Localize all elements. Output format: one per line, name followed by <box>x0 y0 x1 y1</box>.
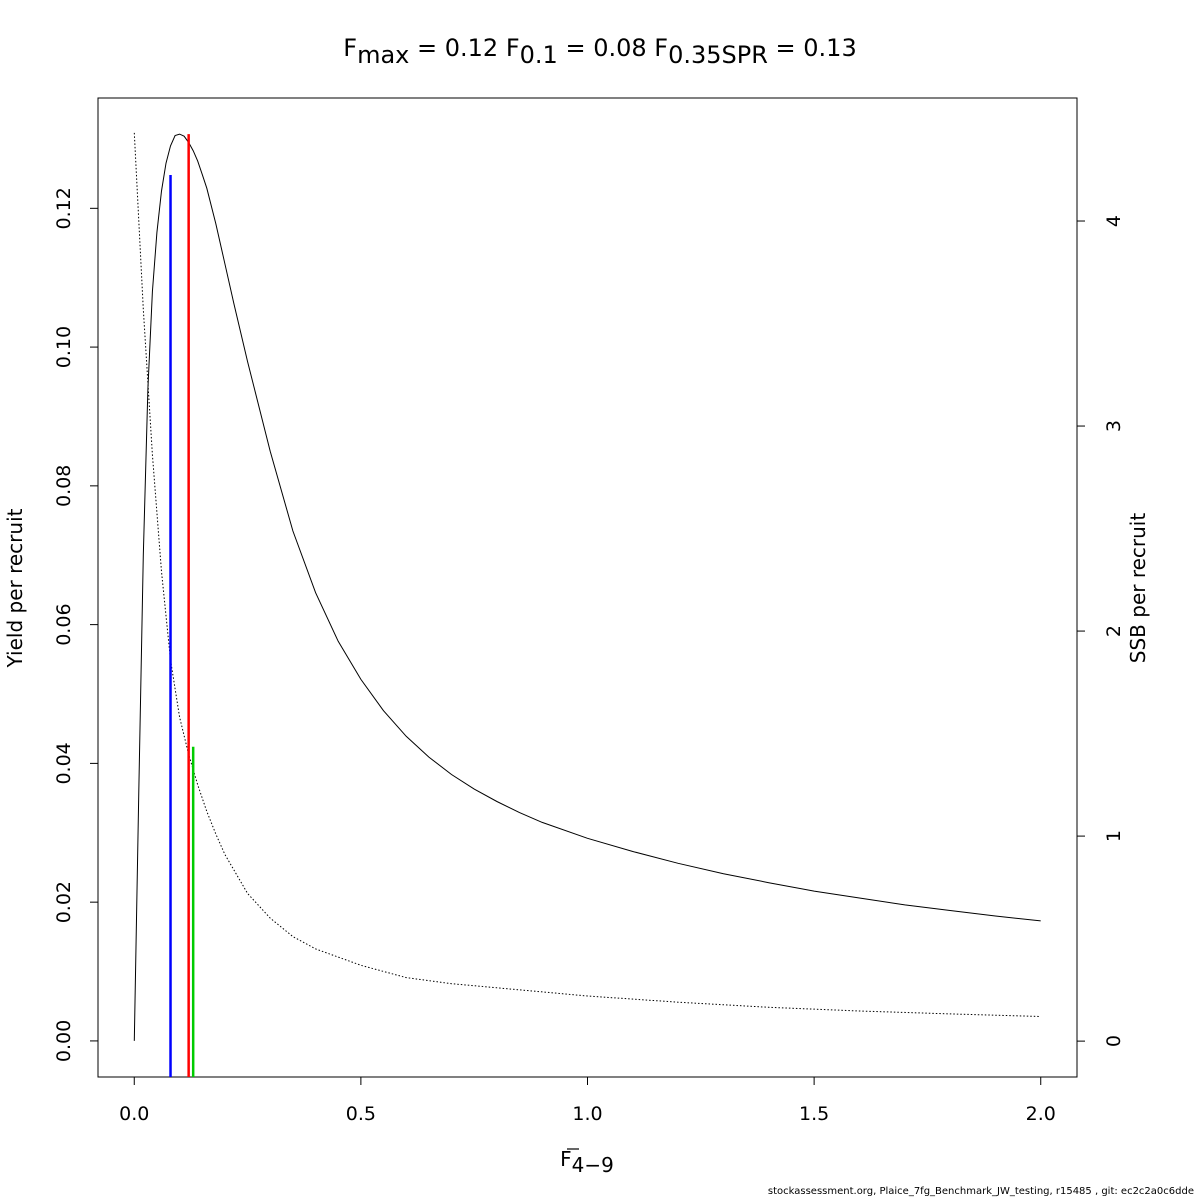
title-f01-value: 0.08 <box>593 34 646 62</box>
y-left-tick-label: 0.08 <box>53 465 75 507</box>
plot-frame <box>97 97 1078 1078</box>
title-fmax-symbol: F <box>343 34 357 62</box>
footer-note: stockassessment.org, Plaice_7fg_Benchmar… <box>767 1186 1194 1197</box>
y-left-axis: 0.00 0.02 0.04 0.06 0.08 0.10 0.12 <box>53 187 98 1062</box>
title-f01-symbol: F <box>506 34 520 62</box>
x-axis-title-symbol: F <box>560 1147 572 1171</box>
title-fspr-symbol: F <box>654 34 668 62</box>
reference-lines <box>169 134 195 1077</box>
y-right-tick-label: 3 <box>1103 420 1125 432</box>
y-right-axis-title: SSB per recruit <box>1126 513 1150 664</box>
y-left-tick-label: 0.04 <box>53 742 75 784</box>
title-fmax-sub: max <box>357 41 409 69</box>
y-right-tick-label: 0 <box>1103 1035 1125 1047</box>
y-left-tick-label: 0.10 <box>53 326 75 368</box>
y-right-tick-label: 2 <box>1103 625 1125 637</box>
x-tick-label: 0.5 <box>346 1103 376 1125</box>
y-left-tick-label: 0.02 <box>53 881 75 923</box>
y-left-axis-title: Yield per recruit <box>3 508 27 668</box>
x-axis-title-sub: 4−9 <box>572 1153 614 1177</box>
x-tick-label: 0.0 <box>119 1103 149 1125</box>
x-tick-label: 2.0 <box>1026 1103 1056 1125</box>
title-fspr-sub: 0.35SPR <box>668 41 768 69</box>
series-layer <box>133 132 1041 1041</box>
chart-title: Fmax = 0.12 F0.1 = 0.08 F0.35SPR = 0.13 <box>343 34 856 69</box>
y-left-tick-label: 0.12 <box>53 187 75 229</box>
x-axis-title: F4−9 <box>560 1147 614 1177</box>
y-left-tick-label: 0.00 <box>53 1020 75 1062</box>
x-tick-label: 1.5 <box>799 1103 829 1125</box>
ssb-per-recruit-line <box>133 132 1041 1017</box>
title-fspr-value: 0.13 <box>803 34 856 62</box>
x-axis: 0.0 0.5 1.0 1.5 2.0 <box>119 1077 1056 1125</box>
title-fmax-value: 0.12 <box>445 34 498 62</box>
x-tick-label: 1.0 <box>572 1103 602 1125</box>
yield-per-recruit-line <box>133 133 1041 1041</box>
y-right-tick-label: 4 <box>1103 215 1125 227</box>
title-f01-sub: 0.1 <box>520 41 558 69</box>
y-left-tick-label: 0.06 <box>53 603 75 645</box>
y-right-tick-label: 1 <box>1103 830 1125 842</box>
y-right-axis: 0 1 2 3 4 <box>1077 215 1125 1047</box>
